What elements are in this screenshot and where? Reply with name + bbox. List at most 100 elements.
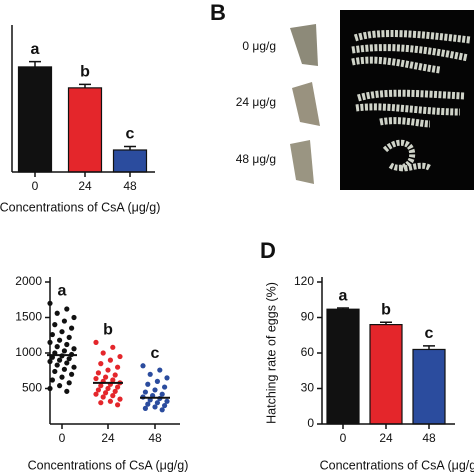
dot bbox=[57, 357, 63, 363]
dot bbox=[69, 371, 75, 377]
dot bbox=[71, 346, 77, 352]
dot bbox=[147, 371, 153, 377]
dot bbox=[115, 402, 121, 408]
y-tick-label: 120 bbox=[294, 274, 314, 288]
ovary-images bbox=[351, 30, 471, 172]
dot bbox=[64, 341, 70, 348]
dot bbox=[49, 377, 56, 383]
dot bbox=[105, 367, 111, 373]
dot bbox=[93, 391, 99, 397]
dot bbox=[57, 337, 63, 343]
significance-letter: a bbox=[339, 287, 348, 304]
dose-label: 24 μg/g bbox=[236, 95, 276, 109]
dot bbox=[64, 388, 70, 394]
dot bbox=[110, 377, 116, 383]
dot bbox=[52, 322, 58, 328]
dot bbox=[103, 374, 109, 380]
dot bbox=[142, 405, 148, 411]
y-tick-label: 1000 bbox=[15, 345, 42, 359]
y-tick-label: 500 bbox=[22, 381, 42, 395]
y-tick-label: 90 bbox=[301, 310, 315, 324]
significance-letter: c bbox=[425, 325, 434, 342]
dot bbox=[66, 356, 72, 362]
dot bbox=[100, 394, 106, 400]
x-tick-label: 48 bbox=[422, 431, 436, 445]
ovary bbox=[351, 30, 471, 74]
dot bbox=[145, 401, 151, 407]
significance-letter: c bbox=[151, 345, 160, 362]
bar bbox=[326, 308, 360, 425]
dot bbox=[145, 381, 151, 387]
dot bbox=[154, 378, 160, 384]
dot bbox=[66, 334, 72, 340]
dot bbox=[95, 370, 101, 376]
dot bbox=[93, 339, 99, 345]
ovary bbox=[355, 89, 466, 128]
dot bbox=[49, 331, 56, 338]
moth bbox=[292, 82, 320, 126]
dot bbox=[164, 375, 170, 381]
dot bbox=[162, 402, 168, 409]
dot bbox=[61, 348, 67, 354]
error-bar bbox=[337, 307, 349, 310]
significance-letter: a bbox=[58, 283, 67, 300]
moth-images bbox=[290, 24, 320, 184]
dot bbox=[98, 361, 104, 367]
significance-letter: a bbox=[31, 41, 40, 58]
y-tick-label: 2000 bbox=[15, 274, 42, 288]
error-bar bbox=[380, 321, 392, 325]
dot bbox=[159, 407, 165, 413]
panel-letter: D bbox=[260, 238, 276, 263]
dot bbox=[110, 344, 116, 350]
x-tick-label: 24 bbox=[379, 431, 393, 445]
dot bbox=[98, 383, 104, 389]
dot bbox=[100, 350, 106, 356]
dot bbox=[95, 387, 101, 393]
y-tick-label: 1500 bbox=[15, 310, 42, 324]
dot bbox=[162, 384, 168, 390]
significance-letter: b bbox=[80, 64, 90, 81]
dot bbox=[157, 367, 163, 373]
x-axis-label: Concentrations of CsA (μg/g) bbox=[0, 200, 160, 214]
dot bbox=[71, 364, 77, 370]
x-axis-label: Concentrations of CsA (μg/g) bbox=[28, 458, 189, 472]
y-tick-label: 30 bbox=[301, 381, 315, 395]
x-tick-label: 24 bbox=[78, 179, 92, 193]
dot bbox=[117, 396, 123, 402]
dot bbox=[61, 318, 67, 324]
dot bbox=[61, 366, 67, 372]
bar bbox=[17, 66, 53, 173]
dot bbox=[59, 329, 65, 335]
x-tick-label: 48 bbox=[123, 179, 137, 193]
dot bbox=[152, 404, 158, 410]
significance-letter: b bbox=[381, 301, 391, 318]
dot bbox=[54, 310, 60, 316]
dot bbox=[115, 384, 121, 390]
dot bbox=[107, 357, 113, 363]
dot bbox=[164, 398, 170, 404]
bar bbox=[112, 149, 148, 173]
dot bbox=[112, 372, 118, 378]
dot bbox=[59, 374, 65, 380]
dot bbox=[117, 353, 123, 360]
error-bar bbox=[79, 83, 91, 88]
dot bbox=[66, 380, 72, 386]
ovary bbox=[382, 139, 432, 172]
dot bbox=[93, 375, 99, 382]
dot bbox=[69, 325, 75, 331]
x-tick-label: 0 bbox=[59, 431, 66, 445]
dot bbox=[54, 344, 60, 350]
y-tick-label: 60 bbox=[301, 345, 315, 359]
dose-label: 48 μg/g bbox=[236, 152, 276, 166]
dot bbox=[54, 362, 60, 368]
dot bbox=[64, 360, 70, 366]
dot bbox=[154, 400, 160, 406]
dot bbox=[142, 389, 148, 395]
x-axis-label: Concentrations of CsA (μg/g) bbox=[320, 458, 474, 472]
x-tick-label: 0 bbox=[32, 179, 39, 193]
moth bbox=[290, 140, 314, 184]
x-tick-label: 48 bbox=[148, 431, 162, 445]
bar bbox=[412, 348, 446, 425]
dose-label: 0 μg/g bbox=[242, 39, 276, 53]
